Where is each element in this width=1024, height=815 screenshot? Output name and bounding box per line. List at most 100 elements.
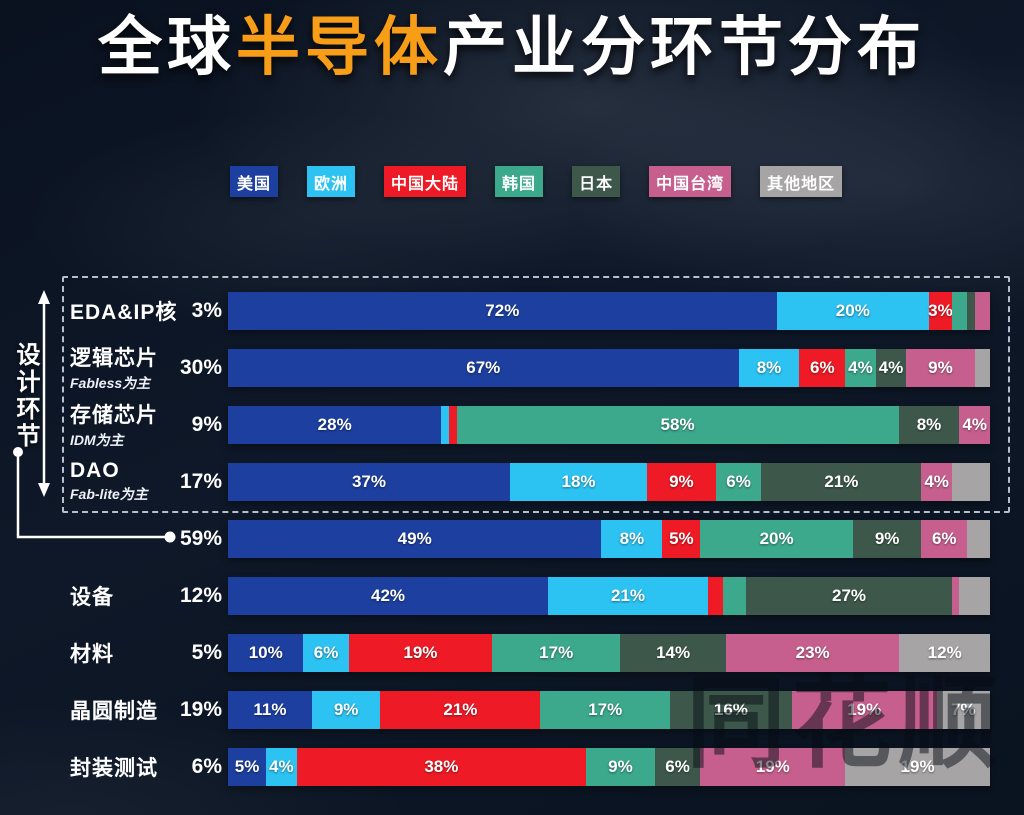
table-row-9: 封装测试 6% 5% 4% 38% 9% 6% 19% 19% [0,738,1024,795]
bar-segment-japan [967,291,975,330]
stacked-bar: 28% 58% 8% 4% [228,405,990,444]
row-total-share: 30% [179,355,222,379]
row-name: EDA&IP核 [70,300,178,324]
stacked-bar: 42% 21% 27% [228,576,990,615]
legend-item-taiwan-china: 中国台湾 [649,166,732,197]
table-row-2: 逻辑芯片 Fabless为主 30% 67% 8% 6% 4% 4% 9% [0,339,1024,396]
bar-rows: EDA&IP核 3% 72% 20% 3% 逻辑芯片 Fabless为主 30% 6… [0,282,1024,795]
page-title: 全球半导体产业分环节分布 [0,6,1024,89]
bar-segment-taiwan-china: 4% [959,405,990,444]
stacked-bar: 67% 8% 6% 4% 4% 9% [228,348,990,387]
bar-segment-usa: 28% [228,405,442,444]
table-row-7: 材料 5% 10% 6% 19% 17% 14% 23% 12% [0,624,1024,681]
stacked-bar: 37% 18% 9% 6% 21% 4% [228,462,990,501]
row-label: 59% [0,527,228,551]
legend: 美国 欧洲 中国大陆 韩国 日本 中国台湾 其他地区 [230,166,843,197]
row-label: DAO Fab-lite为主 17% [0,459,228,504]
stacked-bar: 49% 8% 5% 20% 9% 6% [228,519,990,558]
bar-segment-japan: 4% [875,348,907,387]
bar-segment-usa: 67% [228,348,739,387]
bar-segment-usa: 11% [228,690,312,729]
bar-segment-japan: 21% [761,462,922,501]
bar-segment-europe: 8% [738,348,800,387]
bar-segment-mainland-china: 6% [799,348,846,387]
bar-segment-japan: 6% [654,747,701,786]
bar-segment-taiwan-china: 23% [725,633,900,672]
bar-segment-europe: 18% [509,462,648,501]
bar-segment-europe: 21% [548,576,709,615]
legend-item-mainland-china: 中国大陆 [384,166,467,197]
bar-segment-europe: 20% [776,291,930,330]
row-label: 封装测试 6% [0,752,228,782]
bar-segment-south-korea: 17% [492,633,621,672]
bar-segment-south-korea: 17% [540,690,670,729]
bar-segment-other-regions: 12% [899,633,990,672]
table-row-8: 晶圆制造 19% 11% 9% 21% 17% 16% 19% 7% [0,681,1024,738]
bar-segment-usa: 5% [228,747,267,786]
row-total-share: 3% [191,298,222,322]
bar-segment-japan: 27% [746,576,952,615]
row-name: 存储芯片 [70,404,158,427]
bar-segment-other-regions [951,462,990,501]
row-name-block: 存储芯片 IDM为主 [70,399,158,450]
row-name-block: 设备 [70,581,114,611]
title-prefix: 全球 [98,11,236,83]
row-name-block: 封装测试 [70,752,158,782]
bar-segment-usa: 37% [228,462,510,501]
bar-segment-taiwan-china: 9% [906,348,975,387]
title-suffix: 产业分环节分布 [443,11,926,83]
bar-segment-other-regions: 19% [845,747,990,786]
bar-segment-other-regions [959,576,990,615]
bar-segment-mainland-china: 19% [348,633,493,672]
row-name-block: 材料 [70,638,114,668]
bar-segment-europe: 8% [601,519,663,558]
bar-segment-south-korea: 6% [715,462,762,501]
bar-segment-south-korea [951,291,968,330]
table-row-4: DAO Fab-lite为主 17% 37% 18% 9% 6% 21% 4% [0,453,1024,510]
legend-item-japan: 日本 [572,166,621,197]
table-row-5: 59% 49% 8% 5% 20% 9% 6% [0,510,1024,567]
bar-segment-mainland-china [448,405,457,444]
row-total-share: 59% [179,526,222,550]
bar-segment-south-korea: 9% [586,747,655,786]
bar-segment-mainland-china [708,576,724,615]
bar-segment-taiwan-china: 4% [921,462,952,501]
row-name-block: EDA&IP核 [70,296,177,326]
bar-segment-south-korea: 58% [456,405,899,444]
row-name: 晶圆制造 [70,699,158,723]
row-total-share: 5% [191,640,222,664]
bar-segment-taiwan-china: 6% [921,519,968,558]
legend-item-label: 美国 [237,175,272,193]
bar-segment-europe: 9% [311,690,381,729]
bar-segment-taiwan-china [974,291,990,330]
legend-item-label: 欧洲 [314,175,349,193]
legend-item-south-korea: 韩国 [495,166,544,197]
bar-segment-europe: 4% [266,747,297,786]
row-name-block: 逻辑芯片 Fabless为主 [70,342,158,393]
row-label: 材料 5% [0,638,228,668]
row-name: 设备 [70,585,114,609]
bar-segment-mainland-china: 5% [662,519,701,558]
bar-segment-europe [441,405,449,444]
bar-segment-south-korea: 4% [845,348,876,387]
legend-item-label: 中国大陆 [391,175,460,193]
row-total-share: 9% [191,412,222,436]
row-name: DAO [70,459,120,482]
row-name-block: DAO Fab-lite为主 [70,459,148,504]
bar-segment-europe: 6% [303,633,349,672]
stacked-bar: 5% 4% 38% 9% 6% 19% 19% [228,747,990,786]
row-name: 材料 [70,642,114,666]
row-subname: Fab-lite为主 [70,486,148,502]
bar-segment-usa: 72% [228,291,777,330]
bar-segment-japan: 9% [852,519,922,558]
row-total-share: 17% [179,469,222,493]
bar-segment-other-regions [974,348,990,387]
row-name-block: 晶圆制造 [70,695,158,725]
legend-item-europe: 欧洲 [307,166,356,197]
bar-segment-south-korea: 20% [700,519,853,558]
bar-segment-mainland-china: 3% [928,291,953,330]
row-label: EDA&IP核 3% [0,296,228,326]
bar-segment-south-korea [723,576,747,615]
table-row-6: 设备 12% 42% 21% 27% [0,567,1024,624]
